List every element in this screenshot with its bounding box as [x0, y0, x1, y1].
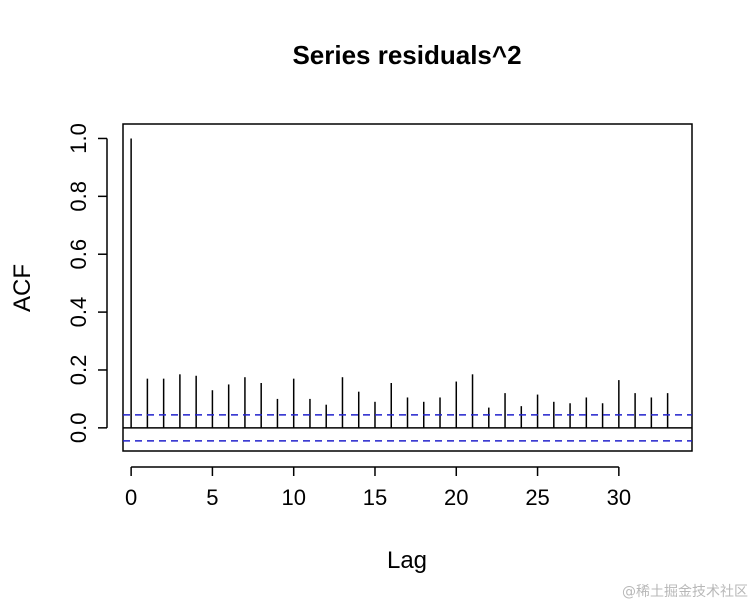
y-tick-label-0.8: 0.8 — [66, 181, 91, 212]
y-tick-label-0.6: 0.6 — [66, 239, 91, 270]
x-tick-label-20: 20 — [444, 485, 468, 510]
watermark-text: @稀土掘金技术社区 — [622, 584, 748, 600]
x-tick-label-30: 30 — [607, 485, 631, 510]
x-tick-label-0: 0 — [125, 485, 137, 510]
y-tick-label-1: 1.0 — [66, 123, 91, 154]
y-tick-label-0.4: 0.4 — [66, 297, 91, 328]
x-tick-label-5: 5 — [206, 485, 218, 510]
y-tick-label-0: 0.0 — [66, 413, 91, 444]
plot-frame — [122, 123, 693, 452]
x-axis-label: Lag — [387, 547, 427, 574]
x-tick-label-25: 25 — [525, 485, 549, 510]
y-axis-label: ACF — [9, 264, 36, 312]
y-tick-label-0.2: 0.2 — [66, 355, 91, 386]
chart-title: Series residuals^2 — [292, 40, 521, 70]
x-tick-label-10: 10 — [281, 485, 305, 510]
x-tick-label-15: 15 — [363, 485, 387, 510]
